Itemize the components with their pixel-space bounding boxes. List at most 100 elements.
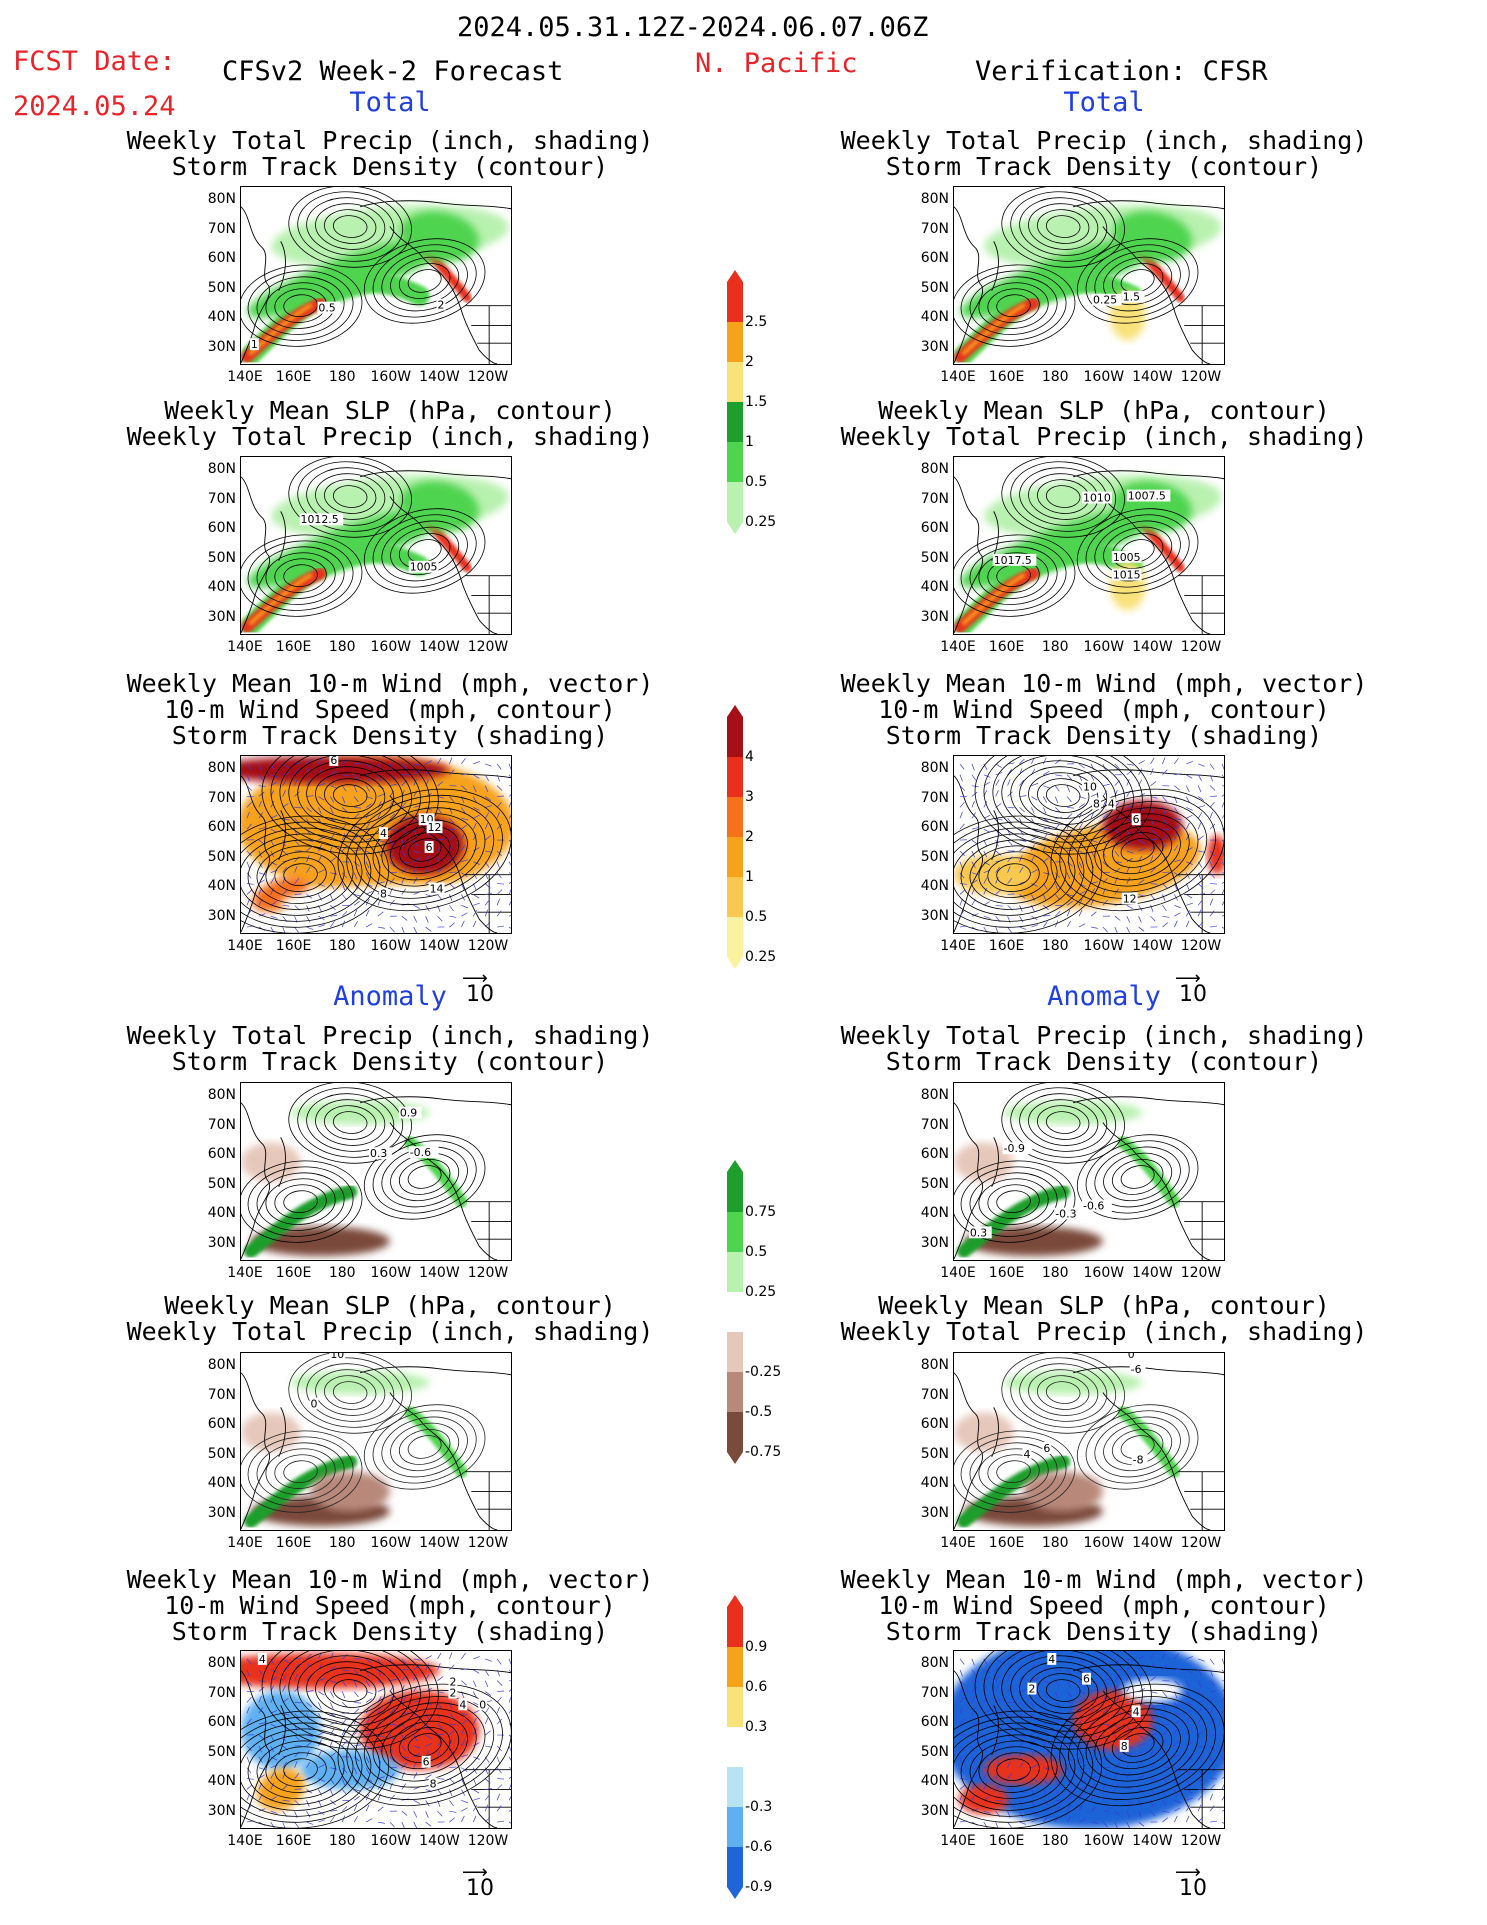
lat-tick-label: 80N xyxy=(920,760,949,776)
lon-tick-label: 180 xyxy=(1041,1833,1069,1849)
lon-tick-label: 120W xyxy=(467,1535,509,1551)
colorbar-label: 0.25 xyxy=(745,514,777,530)
lat-tick-label: 60N xyxy=(920,819,949,835)
lat-tick-label: 80N xyxy=(207,1655,236,1671)
colorbar-segment xyxy=(727,362,743,402)
lat-tick-label: 40N xyxy=(920,1773,949,1789)
colorbar-label: 0.3 xyxy=(745,1719,768,1735)
panel-title-line: Weekly Mean 10-m Wind (mph, vector) xyxy=(126,1565,654,1594)
lon-tick-label: 140E xyxy=(940,938,976,954)
lon-tick-label: 140E xyxy=(940,1535,976,1551)
map-canvas: 0 -6 64 -8 xyxy=(954,1353,1224,1530)
colorbar-segment xyxy=(727,1172,743,1212)
panel-title-line: Weekly Total Precip (inch, shading) xyxy=(126,1317,654,1346)
panel-title-line: Storm Track Density (shading) xyxy=(885,721,1323,750)
contour-label-bg xyxy=(369,1147,392,1160)
lat-tick-label: 50N xyxy=(207,1175,236,1192)
lat-tick-label: 30N xyxy=(207,338,236,355)
contour-label: 6 xyxy=(1133,813,1140,826)
colorbar-bottom-arrow xyxy=(727,957,743,969)
contour-label-bg xyxy=(1054,1207,1085,1220)
colorbar-segment xyxy=(727,322,743,362)
contour-label: 0.3 xyxy=(970,1226,987,1239)
colorbar-label: -0.6 xyxy=(745,1839,773,1855)
lat-tick-label: 70N xyxy=(920,1386,949,1403)
lat-tick-label: 60N xyxy=(920,1146,949,1162)
colorbar-segment xyxy=(727,1372,743,1412)
lat-tick-label: 70N xyxy=(920,490,949,507)
panel-title-line: Storm Track Density (shading) xyxy=(885,1617,1323,1646)
contour-label: -0.9 xyxy=(1004,1142,1025,1155)
lat-tick-label: 30N xyxy=(920,338,949,355)
colorbar-label: 4 xyxy=(745,749,754,765)
colorbar-label: 0.5 xyxy=(745,1244,768,1260)
lon-tick-label: 180 xyxy=(328,1833,356,1849)
fcst-date-value: 2024.05.24 xyxy=(13,91,176,122)
lat-tick-label: 30N xyxy=(207,608,236,625)
lon-tick-label: 140W xyxy=(1132,1535,1173,1551)
panel-title-line: 10-m Wind Speed (mph, contour) xyxy=(878,695,1330,724)
colorbar-label: 0.25 xyxy=(745,1284,777,1300)
colorbar xyxy=(727,1595,743,1899)
contour-label: 0 xyxy=(1128,1353,1135,1361)
colorbar-segment xyxy=(727,837,743,877)
lat-tick-label: 40N xyxy=(207,1205,236,1221)
contour-label: 4 xyxy=(1023,1448,1030,1461)
map-panel: 10 8 4 6 12 xyxy=(953,755,1225,934)
lat-tick-label: 50N xyxy=(920,848,949,865)
contour-label: 0 xyxy=(479,1698,486,1711)
colorbar-segment xyxy=(727,442,743,482)
colorbar-label: 0.75 xyxy=(745,1204,777,1220)
lat-tick-label: 30N xyxy=(920,1234,949,1251)
map-panel: 1012.5 1005 xyxy=(240,456,512,635)
contour-label: 10 xyxy=(1083,781,1097,794)
panel-title-line: Storm Track Density (contour) xyxy=(885,152,1323,181)
colorbar-segment xyxy=(727,482,743,522)
contour-label-bg xyxy=(992,553,1037,566)
contour-label-bg xyxy=(1106,797,1116,810)
lon-tick-label: 140W xyxy=(419,1265,460,1281)
map-panel: 0.5 2 1 xyxy=(240,186,512,365)
lat-tick-label: 60N xyxy=(207,1146,236,1162)
panel-title-line: Weekly Mean SLP (hPa, contour) xyxy=(878,396,1330,425)
contour-label: 12 xyxy=(1123,892,1137,905)
contour-label-bg xyxy=(317,301,341,314)
lon-tick-label: 160E xyxy=(988,1265,1025,1281)
contour-label-bg xyxy=(408,560,439,573)
contour-label: 6 xyxy=(1083,1673,1090,1686)
lon-tick-label: 140W xyxy=(1132,369,1173,385)
panel-title-line: Weekly Mean SLP (hPa, contour) xyxy=(878,1291,1330,1320)
lon-tick-label: 140E xyxy=(227,1833,263,1849)
lat-tick-label: 60N xyxy=(207,250,236,266)
contour-label-bg xyxy=(378,887,388,900)
contour-label: 0.25 xyxy=(1093,294,1117,307)
contour-label-bg xyxy=(1027,1682,1037,1695)
lon-tick-label: 120W xyxy=(1180,639,1222,655)
lon-tick-label: 140E xyxy=(940,1265,976,1281)
lon-tick-label: 160W xyxy=(370,938,412,954)
contour-label: 4 xyxy=(1133,1705,1140,1718)
lon-tick-label: 120W xyxy=(1180,1833,1222,1849)
panel-title-line: Storm Track Density (shading) xyxy=(171,1617,609,1646)
forecast-title: CFSv2 Week-2 Forecast xyxy=(222,56,564,87)
colorbar-label: 2.5 xyxy=(745,314,768,330)
lat-tick-label: 60N xyxy=(920,1714,949,1730)
panel-title-line: Weekly Total Precip (inch, shading) xyxy=(126,1021,654,1050)
vector-ref-label: 10 xyxy=(1179,1876,1207,1901)
panel-title-line: Weekly Total Precip (inch, shading) xyxy=(840,1021,1368,1050)
colorbar-segment xyxy=(727,282,743,322)
lon-tick-label: 180 xyxy=(1041,938,1069,954)
lat-tick-label: 60N xyxy=(207,520,236,536)
map-panel: 4 2 6 4 8 xyxy=(953,1650,1225,1829)
lon-tick-label: 180 xyxy=(328,938,356,954)
contour-label: 4 xyxy=(1108,797,1115,810)
colorbar-label: 1 xyxy=(745,434,754,450)
map-canvas: 4 2 6 4 8 xyxy=(954,1651,1224,1828)
panel-title-line: Weekly Mean SLP (hPa, contour) xyxy=(164,396,616,425)
verification-title: Verification: CFSR xyxy=(975,56,1268,87)
map-panel: 10 0 xyxy=(240,1352,512,1531)
panel-title-line: Weekly Mean 10-m Wind (mph, vector) xyxy=(840,669,1368,698)
panel-title-line: Storm Track Density (shading) xyxy=(171,721,609,750)
